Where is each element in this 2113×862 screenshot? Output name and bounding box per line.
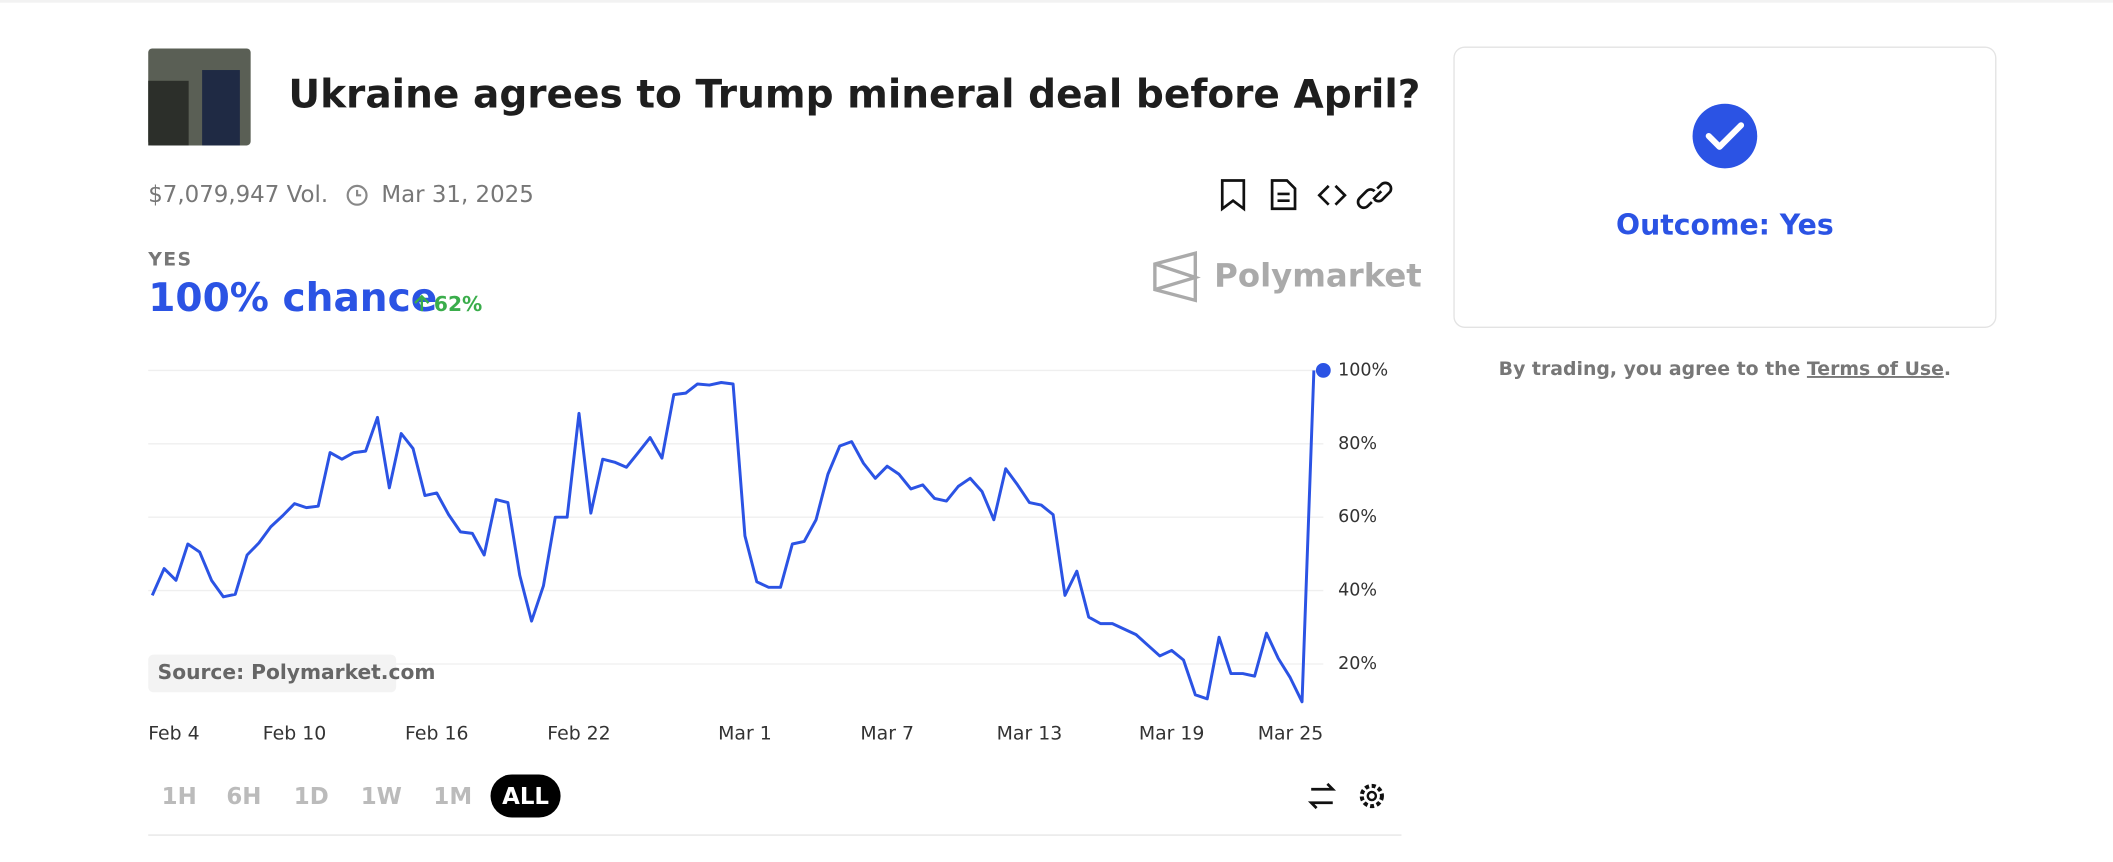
link-icon[interactable]	[1356, 181, 1393, 210]
volume: $7,079,947 Vol.	[148, 182, 328, 208]
top-border	[0, 0, 2113, 3]
x-tick-label: Feb 4	[148, 723, 199, 745]
time-range-active[interactable]	[490, 774, 561, 818]
y-tick-label: 20%	[1338, 654, 1377, 674]
x-tick-label: Feb 10	[263, 723, 326, 745]
x-tick-label: Mar 25	[1258, 723, 1324, 745]
source: Source: Polymarket.com	[158, 660, 436, 684]
outcome: Outcome: Yes	[1616, 208, 1834, 241]
y-tick-label: 40%	[1338, 581, 1377, 601]
y-tick-label: 60%	[1338, 507, 1377, 527]
document-icon[interactable]	[1270, 179, 1297, 211]
latest-point	[1315, 362, 1331, 378]
brand: Polymarket	[1214, 256, 1422, 294]
time-range-button[interactable]: 1M	[433, 784, 472, 810]
settings-icon[interactable]	[1359, 783, 1384, 809]
y-tick-label: 80%	[1338, 434, 1377, 454]
swap-icon[interactable]	[1307, 782, 1337, 810]
outcome-label: YES	[147, 248, 192, 270]
time-range-selector: 1H 6H 1D 1W 1M ALL	[162, 774, 561, 818]
time-range-button[interactable]: 1D	[294, 784, 329, 810]
terms-link[interactable]: Terms of Use	[1807, 358, 1944, 380]
resolution-card	[1453, 46, 1997, 328]
x-tick-label: Feb 22	[547, 723, 610, 745]
x-tick-label: Mar 19	[1139, 723, 1205, 745]
end-date: Mar 31, 2025	[381, 182, 533, 208]
change-arrow	[414, 294, 430, 312]
time-range-button[interactable]: ALL	[502, 784, 549, 810]
x-tick-label: Feb 16	[405, 723, 468, 745]
market-image-figure	[202, 70, 240, 146]
settings-icon-center[interactable]	[1366, 790, 1378, 802]
time-range-button[interactable]: 1W	[361, 784, 402, 810]
price-line	[150, 370, 1316, 704]
chance: 100% chance	[148, 276, 437, 321]
change: 62%	[434, 292, 482, 316]
y-tick-label: 100%	[1338, 360, 1388, 380]
clock-icon	[346, 184, 368, 206]
x-tick-label: Mar 7	[860, 723, 914, 745]
terms-suffix: .	[1944, 358, 1951, 380]
market-image-figure	[148, 80, 189, 146]
x-tick-label: Mar 13	[997, 723, 1063, 745]
time-range-button[interactable]: 6H	[226, 784, 261, 810]
check-badge	[1692, 103, 1758, 169]
source-badge	[148, 654, 397, 693]
market-title: Ukraine agrees to Trump mineral deal bef…	[288, 72, 1420, 117]
time-range-button[interactable]: 1H	[162, 784, 197, 810]
embed-icon[interactable]	[1317, 184, 1347, 206]
clock-hands	[356, 189, 362, 197]
terms-note: By trading, you agree to the Terms of Us…	[1499, 358, 1951, 380]
check-mark	[1705, 122, 1745, 150]
x-tick-label: Mar 1	[718, 723, 772, 745]
bookmark-icon[interactable]	[1220, 179, 1246, 212]
brand-logo	[1153, 251, 1201, 303]
terms-prefix: By trading, you agree to the	[1499, 358, 1807, 380]
